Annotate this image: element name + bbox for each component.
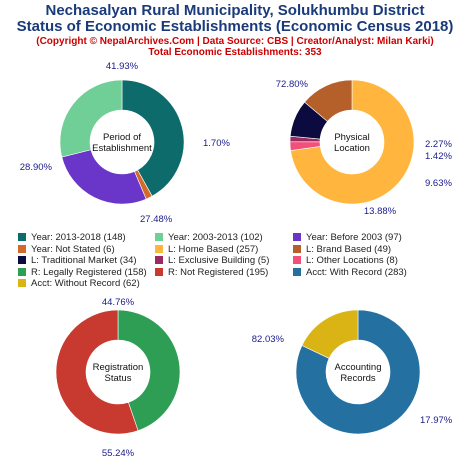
- percent-label-l-brand-based: 13.88%: [364, 206, 397, 217]
- percent-label-l-other-locations: 2.27%: [425, 139, 452, 150]
- legend-item: L: Traditional Market (34): [18, 255, 137, 266]
- legend-item: L: Exclusive Building (5): [155, 255, 269, 266]
- donut-center-label: Physical: [334, 132, 369, 143]
- legend-label: L: Exclusive Building (5): [168, 255, 270, 266]
- percent-label-r-not-registered: 55.24%: [102, 448, 135, 459]
- chart-title-line-2: Status of Economic Establishments (Econo…: [16, 18, 454, 35]
- legend-swatch: [293, 256, 301, 264]
- donut-center-label: Location: [334, 143, 370, 154]
- legend-label: Year: Before 2003 (97): [306, 232, 402, 243]
- total-establishments: Total Economic Establishments: 353: [148, 47, 322, 58]
- legend-swatch: [155, 256, 163, 264]
- percent-label-l-exclusive-building: 1.42%: [425, 151, 452, 162]
- legend-item: Year: Not Stated (6): [18, 244, 115, 255]
- legend-item: R: Not Registered (195): [155, 267, 268, 278]
- percent-label-r-legally-registered: 44.76%: [102, 297, 135, 308]
- legend-swatch: [155, 244, 163, 253]
- legend-label: L: Home Based (257): [168, 243, 259, 255]
- legend-item: Year: Before 2003 (97): [293, 232, 402, 243]
- copyright-line: (Copyright © NepalArchives.Com | Data So…: [36, 36, 434, 47]
- donut-center-label: Accounting: [334, 362, 381, 373]
- donut-hole: [86, 340, 150, 404]
- legend-swatch: [18, 279, 26, 287]
- legend-item: R: Legally Registered (158): [18, 267, 147, 278]
- chart-title-line-1: Nechasalyan Rural Municipality, Solukhum…: [45, 2, 425, 19]
- legend-label: Acct: Without Record (62): [31, 278, 140, 289]
- percent-label-year-2003-2013: 28.90%: [20, 162, 53, 173]
- legend-label: Year: Not Stated (6): [31, 243, 115, 255]
- chart-header: Nechasalyan Rural Municipality, Solukhum…: [0, 0, 470, 59]
- legend-swatch: [293, 244, 301, 253]
- legend-swatch: [155, 267, 163, 276]
- donut-center-label: Records: [340, 373, 376, 384]
- legend-item: Acct: Without Record (62): [18, 278, 140, 289]
- legend-swatch: [155, 233, 163, 241]
- percent-label-acct-with-record: 82.03%: [252, 334, 285, 345]
- legend-item: Year: 2013-2018 (148): [18, 232, 126, 243]
- donut-center-label: Establishment: [92, 143, 152, 154]
- legend-label: Year: 2013-2018 (148): [31, 232, 126, 243]
- legend-label: R: Legally Registered (158): [31, 266, 147, 278]
- legend-label: L: Other Locations (8): [306, 255, 398, 266]
- legend-swatch: [18, 256, 26, 264]
- legend-swatch: [18, 267, 26, 276]
- donut-hole: [326, 340, 390, 404]
- donut-center-label: Registration: [93, 362, 144, 373]
- donut-center-label: Status: [105, 373, 132, 384]
- legend-swatch: [18, 244, 26, 253]
- legend-item: L: Home Based (257): [155, 244, 258, 255]
- legend-swatch: [293, 267, 301, 276]
- legend-label: L: Brand Based (49): [306, 243, 392, 255]
- legend-swatch: [293, 233, 301, 241]
- percent-label-acct-without-record: 17.97%: [420, 415, 453, 426]
- percent-label-year-2013-2018: 41.93%: [106, 61, 139, 72]
- percent-label-year-before-2003: 27.48%: [140, 214, 173, 225]
- legend-label: Acct: With Record (283): [306, 266, 407, 278]
- percent-label-year-not-stated: 1.70%: [203, 138, 230, 149]
- legend-label: L: Traditional Market (34): [31, 255, 137, 266]
- donut-center-label: Period of: [103, 132, 141, 143]
- legend-item: L: Other Locations (8): [293, 255, 398, 266]
- legend-label: R: Not Registered (195): [168, 266, 269, 278]
- legend-item: L: Brand Based (49): [293, 244, 391, 255]
- legend-label: Year: 2003-2013 (102): [168, 232, 263, 243]
- percent-label-l-home-based: 72.80%: [276, 79, 309, 90]
- donut-hole: [90, 110, 154, 174]
- percent-label-l-traditional-market: 9.63%: [425, 178, 452, 189]
- legend-item: Acct: With Record (283): [293, 267, 407, 278]
- legend-swatch: [18, 233, 26, 241]
- legend-item: Year: 2003-2013 (102): [155, 232, 263, 243]
- donut-hole: [320, 110, 384, 174]
